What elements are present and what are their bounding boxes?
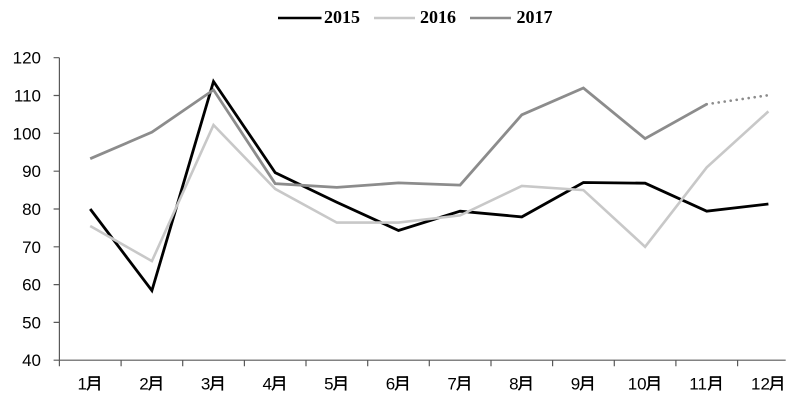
svg-text:8: 8 — [509, 375, 518, 394]
svg-text:4: 4 — [263, 375, 272, 394]
svg-text:40: 40 — [22, 351, 41, 370]
svg-text:2015: 2015 — [324, 7, 360, 27]
svg-text:9: 9 — [571, 375, 580, 394]
svg-text:10: 10 — [628, 375, 647, 394]
svg-text:11: 11 — [689, 375, 707, 394]
svg-text:2: 2 — [139, 375, 148, 394]
svg-text:60: 60 — [22, 276, 41, 295]
svg-text:110: 110 — [14, 87, 41, 106]
svg-text:1: 1 — [78, 375, 87, 394]
svg-text:2016: 2016 — [420, 7, 456, 27]
svg-text:12: 12 — [751, 375, 770, 394]
svg-text:50: 50 — [22, 313, 41, 332]
svg-text:100: 100 — [13, 124, 41, 143]
svg-text:6: 6 — [386, 375, 395, 394]
svg-text:7: 7 — [447, 375, 456, 394]
svg-text:2017: 2017 — [517, 7, 553, 27]
svg-text:90: 90 — [22, 162, 41, 181]
svg-text:120: 120 — [13, 49, 41, 68]
svg-text:70: 70 — [22, 238, 41, 257]
svg-text:80: 80 — [22, 200, 41, 219]
svg-text:3: 3 — [201, 375, 210, 394]
svg-text:5: 5 — [324, 375, 333, 394]
